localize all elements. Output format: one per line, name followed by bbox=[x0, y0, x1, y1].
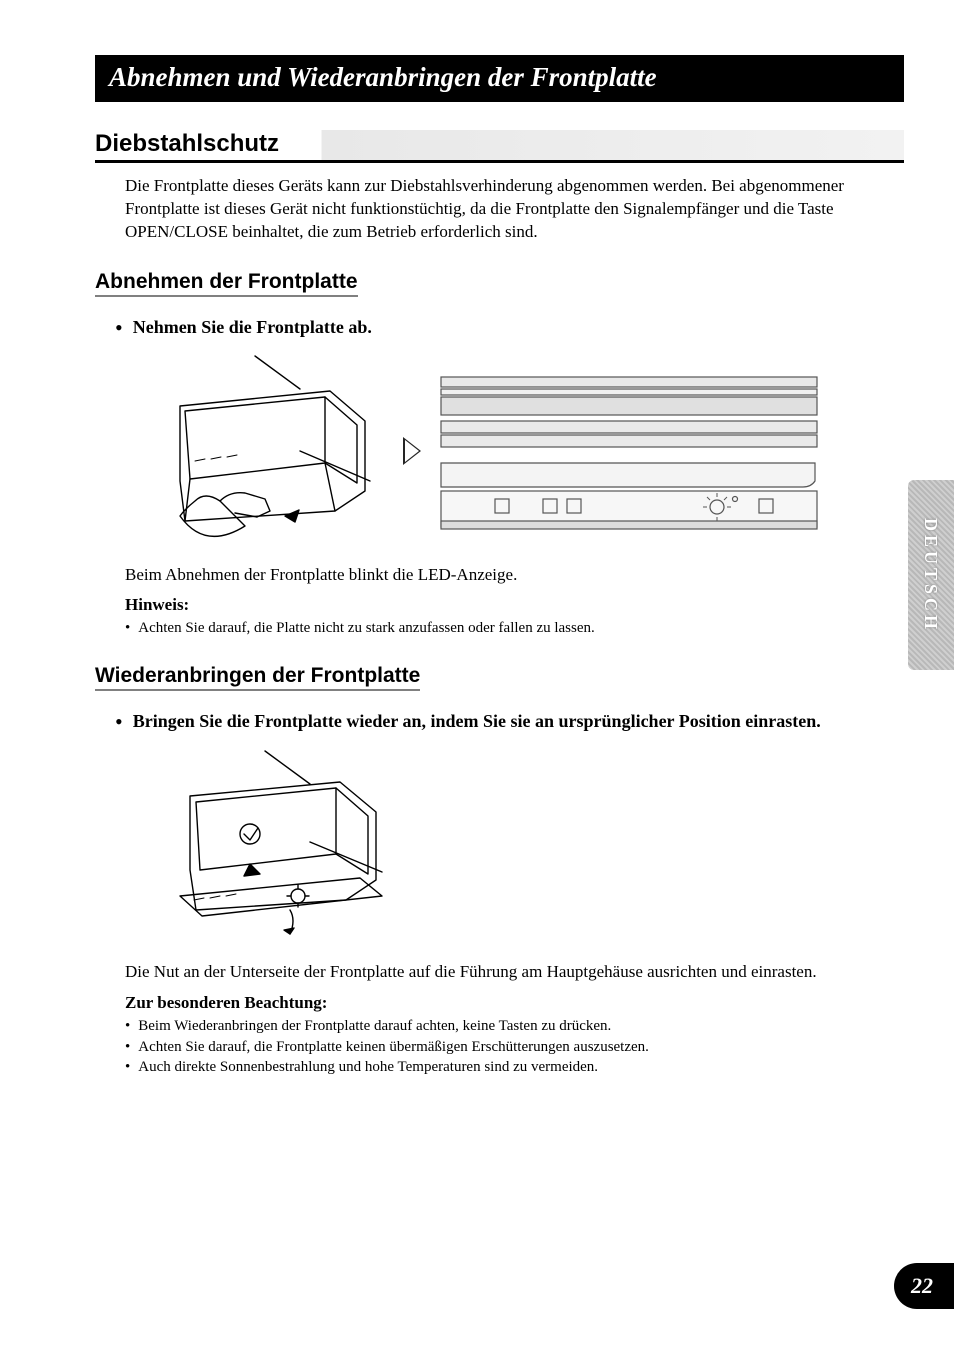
note-text: Beim Wiederanbringen der Frontplatte dar… bbox=[138, 1016, 611, 1036]
section3: Wiederanbringen der Frontplatte • Bringe… bbox=[95, 664, 904, 1077]
section2-caption: Beim Abnehmen der Frontplatte blinkt die… bbox=[125, 565, 904, 585]
figure-row-attach bbox=[150, 746, 904, 946]
figure-remove-faceplate bbox=[135, 351, 385, 551]
list-item: • Achten Sie darauf, die Frontplatte kein… bbox=[125, 1037, 904, 1057]
section2-bullet-text: Nehmen Sie die Frontplatte ab. bbox=[133, 315, 372, 339]
language-tab: DEUTSCH bbox=[908, 480, 954, 670]
section3-note-list: • Beim Wiederanbringen der Frontplatte da… bbox=[125, 1016, 904, 1077]
section1-heading: Diebstahlschutz bbox=[95, 130, 904, 163]
figure-row-remove bbox=[135, 351, 904, 551]
figure-attach-faceplate bbox=[150, 746, 400, 946]
bullet-icon: • bbox=[115, 711, 123, 733]
bullet-icon: • bbox=[125, 618, 130, 638]
section2-heading: Abnehmen der Frontplatte bbox=[95, 270, 358, 297]
arrow-icon bbox=[403, 437, 421, 465]
note-text: Auch direkte Sonnenbestrahlung und hohe … bbox=[138, 1057, 598, 1077]
note-text: Achten Sie darauf, die Platte nicht zu s… bbox=[138, 618, 595, 638]
section1-heading-text: Diebstahlschutz bbox=[95, 130, 285, 157]
section1-intro: Die Frontplatte dieses Geräts kann zur D… bbox=[125, 175, 904, 244]
list-item: • Beim Wiederanbringen der Frontplatte da… bbox=[125, 1016, 904, 1036]
section3-heading: Wiederanbringen der Frontplatte bbox=[95, 664, 420, 691]
bullet-icon: • bbox=[115, 317, 123, 339]
page-title-bar: Abnehmen und Wiederanbringen der Frontpl… bbox=[95, 55, 904, 102]
language-tab-text: DEUTSCH bbox=[921, 517, 942, 632]
section3-caption: Die Nut an der Unterseite der Frontplatt… bbox=[125, 960, 904, 984]
bullet-icon: • bbox=[125, 1057, 130, 1077]
section3-note-head: Zur besonderen Beachtung: bbox=[125, 993, 904, 1013]
section2: Abnehmen der Frontplatte • Nehmen Sie di… bbox=[95, 270, 904, 639]
list-item: • Auch direkte Sonnenbestrahlung und hohe… bbox=[125, 1057, 904, 1077]
page-title-text: Abnehmen und Wiederanbringen der Frontpl… bbox=[109, 62, 657, 92]
section2-bullet: • Nehmen Sie die Frontplatte ab. bbox=[115, 315, 904, 339]
figure-chassis-front bbox=[439, 371, 819, 531]
note-text: Achten Sie darauf, die Frontplatte keine… bbox=[138, 1037, 649, 1057]
section3-bullet-text: Bringen Sie die Frontplatte wieder an, i… bbox=[133, 709, 821, 733]
list-item: • Achten Sie darauf, die Platte nicht zu … bbox=[125, 618, 904, 638]
section3-bullet: • Bringen Sie die Frontplatte wieder an,… bbox=[115, 709, 904, 733]
section2-note-list: • Achten Sie darauf, die Platte nicht zu … bbox=[125, 618, 904, 638]
bullet-icon: • bbox=[125, 1037, 130, 1057]
page-number: 22 bbox=[911, 1273, 933, 1299]
section2-note-head: Hinweis: bbox=[125, 595, 904, 615]
page-number-badge: 22 bbox=[894, 1263, 954, 1309]
bullet-icon: • bbox=[125, 1016, 130, 1036]
